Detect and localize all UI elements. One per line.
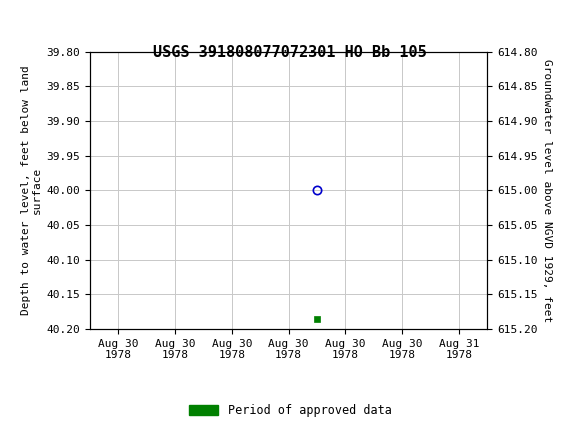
Legend: Period of approved data: Period of approved data	[184, 399, 396, 422]
Text: USGS: USGS	[39, 11, 95, 29]
Text: ▣: ▣	[3, 10, 24, 30]
Text: USGS 391808077072301 HO Bb 105: USGS 391808077072301 HO Bb 105	[153, 45, 427, 60]
FancyBboxPatch shape	[3, 4, 35, 36]
Y-axis label: Depth to water level, feet below land
surface: Depth to water level, feet below land su…	[21, 65, 42, 315]
Y-axis label: Groundwater level above NGVD 1929, feet: Groundwater level above NGVD 1929, feet	[542, 58, 552, 322]
